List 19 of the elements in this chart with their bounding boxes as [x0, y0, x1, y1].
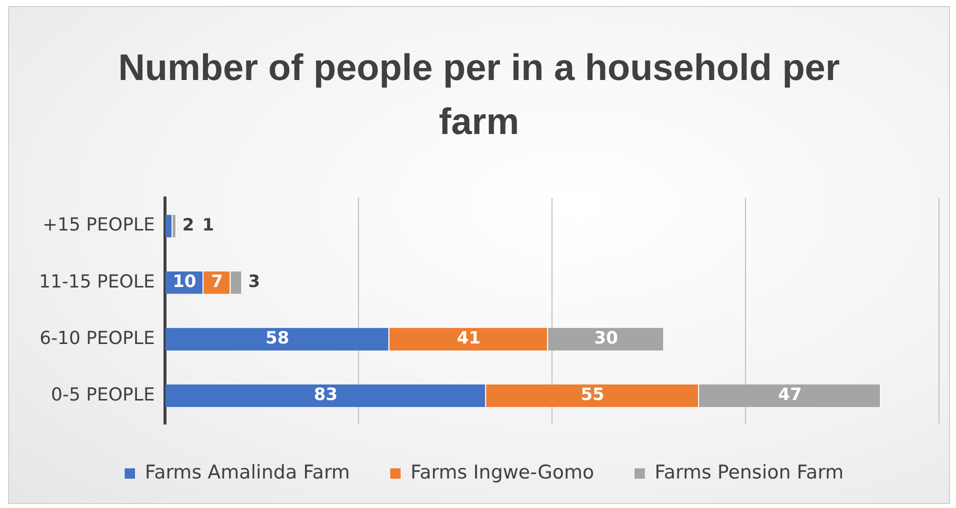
- data-label: 2: [182, 215, 194, 236]
- data-label: 30: [594, 328, 618, 349]
- chart-title: Number of people per in a household per farm: [117, 46, 841, 144]
- y-tick-label: +15 PEOPLE: [42, 214, 155, 236]
- y-tick-label: 6-10 PEOPLE: [40, 328, 155, 349]
- data-label: 58: [265, 328, 290, 349]
- legend-label: Farms Pension Farm: [654, 461, 844, 484]
- legend-label: Farms Ingwe-Gomo: [410, 461, 594, 484]
- data-label: 3: [248, 272, 260, 292]
- data-label: 7: [211, 272, 223, 292]
- data-label: 10: [172, 272, 196, 292]
- data-label: 47: [778, 385, 802, 406]
- data-label: 1: [202, 215, 214, 236]
- data-label: 83: [314, 385, 338, 406]
- y-tick-label: 11-15 PEOLE: [38, 271, 155, 292]
- data-label: 55: [580, 385, 604, 406]
- legend-label: Farms Amalinda Farm: [144, 461, 350, 484]
- y-tick-label: 0-5 PEOPLE: [51, 384, 155, 406]
- data-label: 41: [456, 328, 481, 349]
